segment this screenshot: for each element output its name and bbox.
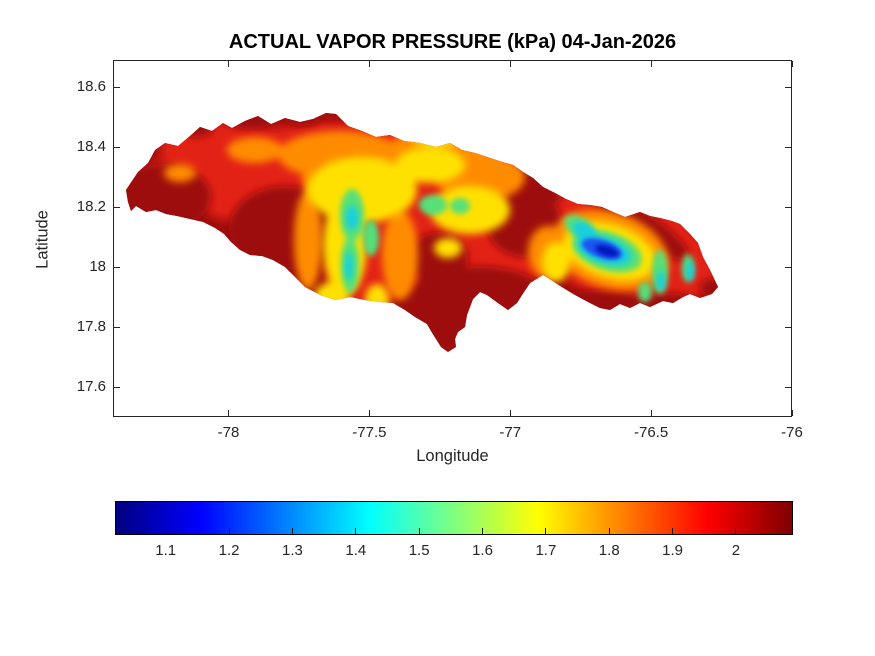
colorbar-tick-label: 1.4 [345,542,367,559]
x-tick-mark-bottom [509,410,511,416]
colorbar-tick-mark [418,528,420,534]
colorbar-tick-mark [228,528,230,534]
y-tick-label: 17.8 [76,318,106,335]
colorbar-tick-mark [672,528,674,534]
x-tick-mark-top [650,61,652,67]
colorbar-tick-label: 1.9 [662,542,684,559]
x-tick-mark-bottom [791,410,793,416]
x-tick-mark-bottom [228,410,229,416]
x-tick-mark-bottom [368,410,370,416]
colorbar-tick-label: 1.5 [408,542,430,559]
y-tick-label: 18.4 [76,138,106,155]
x-tick-label: -76 [781,424,803,441]
y-tick-mark-left [114,266,120,268]
x-axis-label: Longitude [416,447,489,465]
colorbar-tick-label: 1.1 [155,542,177,559]
vapor-min-pocket [581,238,623,260]
x-tick-mark-top [368,61,370,67]
y-tick-label: 18.2 [76,198,106,215]
y-tick-mark-left [114,146,120,148]
colorbar-tick-mark [291,528,293,534]
y-tick-mark-right [785,206,791,208]
y-tick-mark-left [114,326,120,328]
y-tick-mark-left [114,206,120,208]
colorbar-tick-label: 1.6 [472,542,493,559]
colorbar-tick-label: 2 [731,542,741,559]
colorbar-tick-label: 1.3 [281,542,303,559]
colorbar-tick-mark [482,528,483,534]
x-tick-mark-top [791,61,793,67]
colorbar [115,501,793,535]
y-tick-mark-right [785,386,791,388]
y-tick-mark-right [785,266,791,268]
colorbar-tick-mark [165,528,167,534]
chart-title: ACTUAL VAPOR PRESSURE (kPa) 04-Jan-2026 [228,31,677,53]
colorbar-tick-mark [355,528,357,534]
y-tick-mark-right [785,86,791,88]
y-tick-label: 17.6 [76,378,106,395]
x-tick-label: -78 [217,424,240,441]
colorbar-tick-mark [735,528,737,534]
x-tick-mark-top [228,61,229,67]
jamaica-island [126,113,718,352]
y-tick-label: 18 [89,258,106,275]
y-tick-mark-left [114,86,120,88]
x-tick-mark-top [509,61,511,67]
colorbar-tick-mark [608,528,610,534]
x-tick-label: -77 [499,424,522,441]
x-tick-label: -77.5 [352,424,387,441]
colorbar-tick-label: 1.7 [535,542,557,559]
x-tick-label: -76.5 [634,424,669,441]
colorbar-tick-label: 1.8 [598,542,620,559]
y-tick-mark-right [785,146,791,148]
x-tick-mark-bottom [650,410,652,416]
contour-layer-darkblue [595,244,619,258]
colorbar-tick-label: 1.2 [218,542,240,559]
colorbar-tick-mark [545,528,547,534]
y-tick-mark-right [785,326,791,328]
y-tick-label: 18.6 [76,78,106,95]
y-tick-mark-left [114,386,120,388]
